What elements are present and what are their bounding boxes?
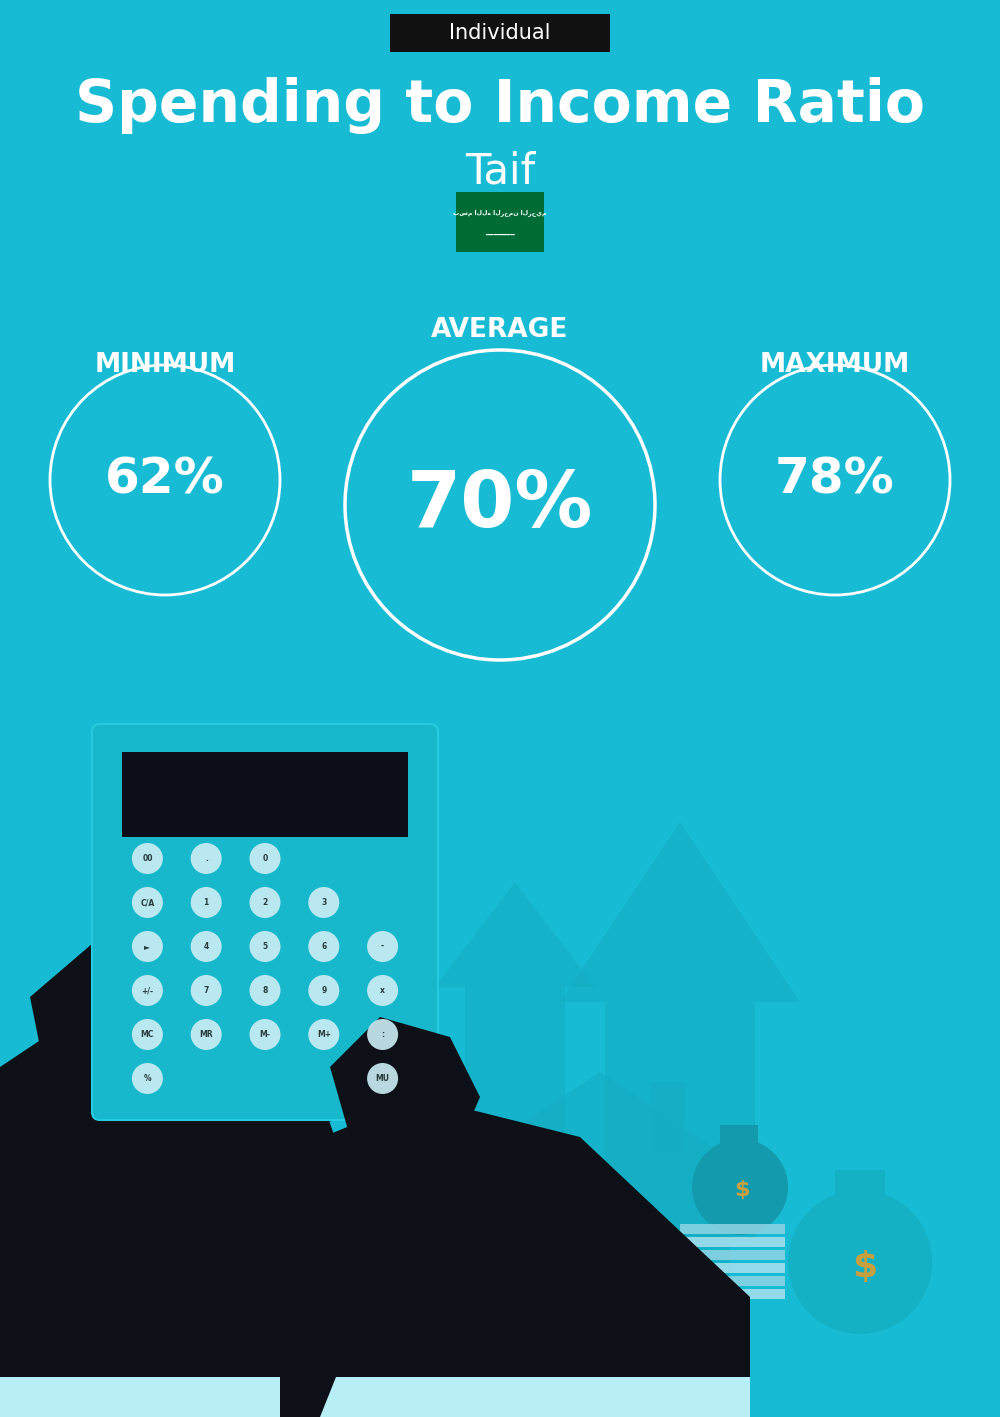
Text: -: - xyxy=(381,942,384,951)
FancyBboxPatch shape xyxy=(575,1282,625,1362)
Polygon shape xyxy=(250,1377,750,1417)
Polygon shape xyxy=(450,1073,750,1172)
Text: $: $ xyxy=(734,1180,750,1200)
Circle shape xyxy=(191,1019,222,1050)
Text: 3: 3 xyxy=(321,898,326,907)
Text: 8: 8 xyxy=(262,986,268,995)
Text: 00: 00 xyxy=(142,854,153,863)
Polygon shape xyxy=(180,1097,750,1417)
Text: $: $ xyxy=(852,1250,878,1284)
Text: 9: 9 xyxy=(321,986,326,995)
Text: Spending to Income Ratio: Spending to Income Ratio xyxy=(75,77,925,133)
Text: MU: MU xyxy=(376,1074,390,1083)
Circle shape xyxy=(250,843,280,874)
Circle shape xyxy=(132,931,163,962)
Text: ►: ► xyxy=(144,942,150,951)
Text: %: % xyxy=(144,1074,151,1083)
Text: x: x xyxy=(380,986,385,995)
Circle shape xyxy=(132,1063,163,1094)
Polygon shape xyxy=(435,881,595,1172)
Polygon shape xyxy=(0,966,380,1417)
FancyBboxPatch shape xyxy=(680,1237,785,1247)
FancyBboxPatch shape xyxy=(456,191,544,252)
Text: 78%: 78% xyxy=(775,456,895,504)
Text: MINIMUM: MINIMUM xyxy=(94,351,236,378)
Text: MC: MC xyxy=(141,1030,154,1039)
Text: M-: M- xyxy=(260,1030,270,1039)
Text: :: : xyxy=(381,1030,384,1039)
Circle shape xyxy=(367,1019,398,1050)
Text: .: . xyxy=(205,854,208,863)
Polygon shape xyxy=(0,1377,280,1417)
FancyBboxPatch shape xyxy=(92,724,438,1119)
FancyBboxPatch shape xyxy=(680,1263,785,1272)
Text: 0: 0 xyxy=(262,854,268,863)
Circle shape xyxy=(132,843,163,874)
Circle shape xyxy=(132,975,163,1006)
Circle shape xyxy=(367,931,398,962)
Text: ━━━━━━━: ━━━━━━━ xyxy=(485,232,515,238)
Circle shape xyxy=(191,887,222,918)
FancyBboxPatch shape xyxy=(122,752,408,837)
Text: 7: 7 xyxy=(204,986,209,995)
Circle shape xyxy=(788,1190,932,1333)
Text: Individual: Individual xyxy=(449,23,551,43)
Circle shape xyxy=(250,975,280,1006)
Text: 1: 1 xyxy=(204,898,209,907)
FancyBboxPatch shape xyxy=(390,14,610,52)
Text: +/-: +/- xyxy=(141,986,153,995)
FancyBboxPatch shape xyxy=(650,1083,685,1152)
FancyBboxPatch shape xyxy=(680,1275,785,1287)
Text: 70%: 70% xyxy=(407,468,593,543)
Circle shape xyxy=(367,1063,398,1094)
FancyBboxPatch shape xyxy=(680,1224,785,1234)
Text: 4: 4 xyxy=(204,942,209,951)
Text: MR: MR xyxy=(199,1030,213,1039)
FancyBboxPatch shape xyxy=(835,1170,885,1195)
Circle shape xyxy=(367,975,398,1006)
Circle shape xyxy=(132,1019,163,1050)
Text: MAXIMUM: MAXIMUM xyxy=(760,351,910,378)
FancyBboxPatch shape xyxy=(680,1289,785,1299)
Circle shape xyxy=(132,887,163,918)
Polygon shape xyxy=(560,822,800,1241)
FancyBboxPatch shape xyxy=(470,1172,730,1362)
Polygon shape xyxy=(330,1017,480,1168)
Text: M+: M+ xyxy=(317,1030,331,1039)
Text: 2: 2 xyxy=(262,898,268,907)
Text: C/A: C/A xyxy=(140,898,155,907)
FancyBboxPatch shape xyxy=(720,1125,758,1144)
Polygon shape xyxy=(30,937,380,1168)
Circle shape xyxy=(308,887,339,918)
Circle shape xyxy=(308,1019,339,1050)
Text: Taif: Taif xyxy=(465,152,535,193)
Text: بسم الله الرحمن الرحيم: بسم الله الرحمن الرحيم xyxy=(453,210,547,217)
FancyBboxPatch shape xyxy=(680,1250,785,1260)
Circle shape xyxy=(692,1139,788,1236)
Circle shape xyxy=(191,843,222,874)
Circle shape xyxy=(250,887,280,918)
Text: 5: 5 xyxy=(262,942,268,951)
Circle shape xyxy=(308,975,339,1006)
Text: 6: 6 xyxy=(321,942,326,951)
Circle shape xyxy=(250,1019,280,1050)
Text: AVERAGE: AVERAGE xyxy=(431,317,569,343)
Circle shape xyxy=(191,975,222,1006)
Circle shape xyxy=(250,931,280,962)
Circle shape xyxy=(308,931,339,962)
Text: 62%: 62% xyxy=(105,456,225,504)
Circle shape xyxy=(191,931,222,962)
